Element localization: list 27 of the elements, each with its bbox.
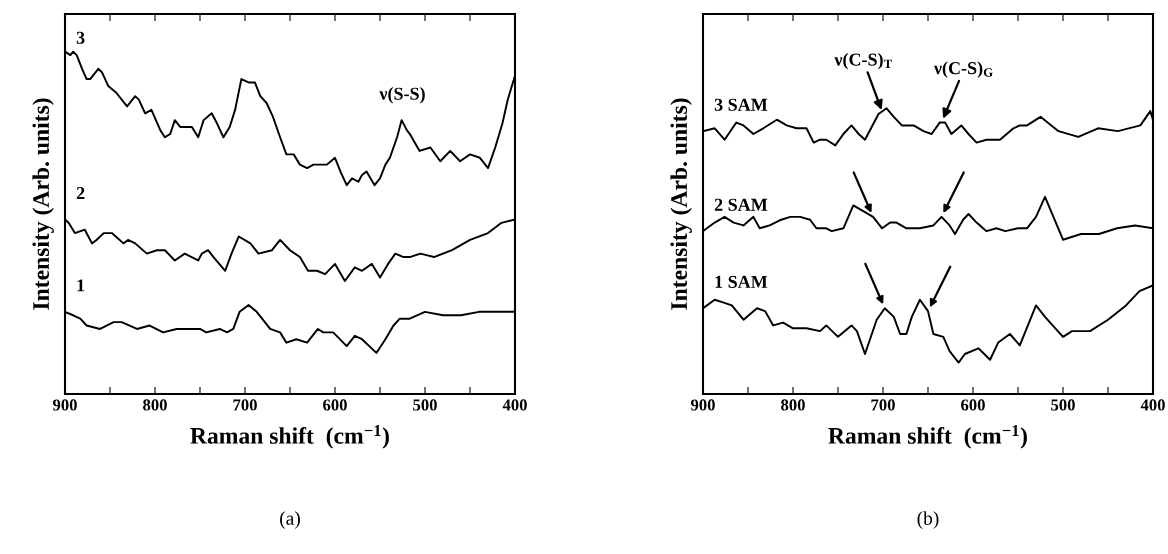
x-tick-label: 900: [52, 399, 77, 411]
x-tick-label: 700: [233, 399, 257, 411]
series-label: 2: [76, 186, 85, 199]
series-label: 2 SAM: [714, 198, 768, 211]
x-tick-label: 900: [690, 399, 715, 411]
series-label: 3: [76, 31, 85, 44]
x-axis-title: Raman shift (cm$^{−1}$): [190, 425, 389, 449]
x-axis-title: Raman shift (cm$^{−1}$): [828, 425, 1027, 449]
series-label: 1: [77, 279, 85, 292]
x-tick-label: 600: [961, 399, 985, 411]
x-tick-label: 700: [871, 399, 895, 411]
x-tick-label: 600: [323, 399, 347, 411]
text: (b): [917, 511, 939, 529]
annotation: ν(C-S)$_{T}$: [834, 52, 892, 70]
y-axis-title: Intensity (Arb. units): [32, 98, 54, 310]
y-axis-title: Intensity (Arb. units): [670, 98, 692, 310]
series-label: 1 SAM: [715, 275, 768, 288]
annotation: ν(C-S)$_{G}$: [933, 61, 993, 78]
x-tick-label: 400: [1140, 399, 1165, 411]
x-tick-label: 800: [143, 399, 167, 411]
x-tick-label: 500: [413, 399, 437, 411]
annotation: ν(S-S): [379, 87, 425, 104]
x-tick-label: 500: [1051, 399, 1075, 411]
x-tick-label: 400: [502, 399, 527, 411]
x-tick-label: 800: [781, 399, 805, 411]
text: (a): [280, 511, 300, 529]
series-label: 3 SAM: [714, 98, 768, 111]
